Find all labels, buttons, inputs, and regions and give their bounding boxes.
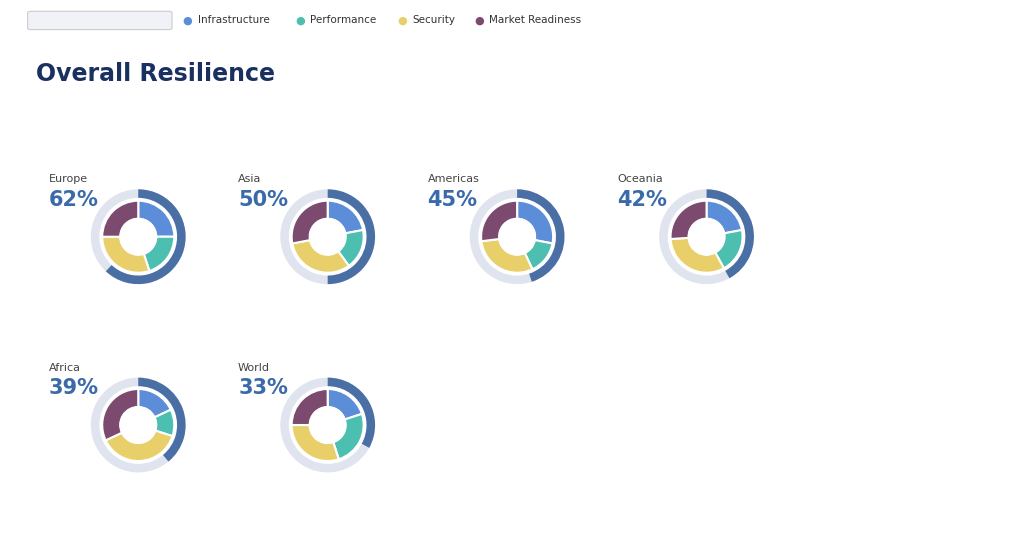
Circle shape: [120, 219, 157, 254]
Wedge shape: [328, 389, 361, 420]
Wedge shape: [328, 378, 375, 448]
Text: Africa: Africa: [49, 363, 81, 372]
Wedge shape: [481, 239, 532, 273]
Text: Overall Resilience: Overall Resilience: [36, 62, 274, 86]
Wedge shape: [102, 201, 138, 237]
Wedge shape: [328, 189, 375, 284]
Wedge shape: [138, 201, 174, 237]
Text: Overall Resilience: Overall Resilience: [54, 16, 147, 25]
Wedge shape: [105, 430, 172, 461]
Text: ●: ●: [474, 16, 484, 25]
Wedge shape: [524, 240, 553, 270]
Text: 50%: 50%: [238, 190, 288, 210]
Text: Asia: Asia: [238, 174, 261, 184]
Wedge shape: [102, 237, 150, 273]
Wedge shape: [91, 378, 185, 472]
Wedge shape: [333, 414, 364, 459]
Text: World: World: [238, 363, 270, 372]
Wedge shape: [671, 201, 707, 239]
Text: 62%: 62%: [49, 190, 98, 210]
Wedge shape: [155, 409, 174, 436]
Wedge shape: [105, 189, 185, 284]
Wedge shape: [281, 378, 375, 472]
Wedge shape: [91, 189, 185, 284]
Wedge shape: [292, 425, 339, 461]
Text: Europe: Europe: [49, 174, 88, 184]
Text: ●: ●: [182, 16, 193, 25]
Text: ●: ●: [39, 16, 49, 25]
Text: ●: ●: [397, 16, 408, 25]
Wedge shape: [338, 230, 364, 266]
Text: 39%: 39%: [49, 378, 98, 398]
Wedge shape: [138, 389, 171, 417]
Wedge shape: [517, 201, 553, 244]
Wedge shape: [707, 189, 754, 278]
Text: Oceania: Oceania: [616, 174, 663, 184]
Text: Performance: Performance: [310, 16, 377, 25]
Circle shape: [120, 407, 157, 443]
Text: ●: ●: [295, 16, 305, 25]
Text: Infrastructure: Infrastructure: [198, 16, 269, 25]
Wedge shape: [292, 389, 328, 425]
Text: Americas: Americas: [428, 174, 479, 184]
Wedge shape: [292, 240, 349, 273]
Wedge shape: [481, 201, 517, 241]
Wedge shape: [328, 201, 364, 233]
Text: Security: Security: [413, 16, 456, 25]
Circle shape: [309, 219, 346, 254]
Wedge shape: [671, 238, 724, 273]
Text: Market Readiness: Market Readiness: [489, 16, 582, 25]
Circle shape: [499, 219, 536, 254]
Wedge shape: [143, 237, 174, 271]
Circle shape: [688, 219, 725, 254]
Wedge shape: [138, 378, 185, 462]
Wedge shape: [102, 389, 138, 441]
Wedge shape: [715, 230, 742, 268]
Wedge shape: [281, 189, 375, 284]
Wedge shape: [517, 189, 564, 282]
Wedge shape: [292, 201, 328, 244]
Wedge shape: [707, 201, 742, 233]
Text: 45%: 45%: [428, 190, 477, 210]
Text: 33%: 33%: [238, 378, 288, 398]
Circle shape: [309, 407, 346, 443]
Text: 42%: 42%: [616, 190, 667, 210]
Wedge shape: [659, 189, 754, 284]
Wedge shape: [470, 189, 564, 284]
